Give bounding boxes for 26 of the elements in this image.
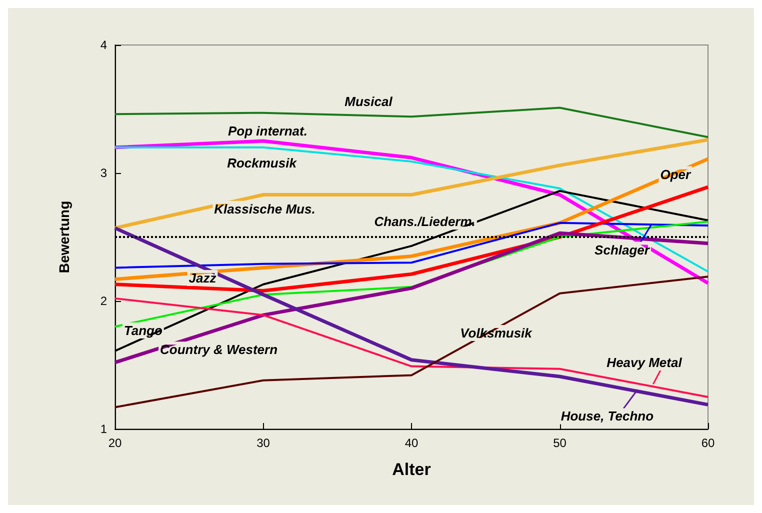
x-tick-label: 40 (404, 436, 418, 450)
x-tick-label: 20 (108, 436, 122, 450)
line-series (113, 138, 710, 230)
series-label: Jazz (188, 270, 217, 286)
series-label: Musical (344, 94, 393, 109)
y-tick-label: 2 (100, 294, 108, 308)
series-label: Klassische Mus. (214, 201, 316, 216)
line-series (114, 276, 709, 408)
series-label: Chans./Liederm. (374, 214, 476, 230)
x-tick-label: 60 (701, 436, 715, 450)
series-label: Rockmusik (227, 155, 298, 170)
line-series (114, 297, 709, 398)
y-tick-label: 1 (100, 422, 108, 436)
line-series (114, 106, 709, 138)
series-label: Pop internat. (228, 123, 308, 138)
y-tick-label: 3 (100, 166, 108, 180)
y-axis-title: Bewertung (56, 200, 72, 274)
x-axis-title: Alter (392, 460, 432, 479)
legend-label: House, Techno (560, 408, 654, 424)
x-tick-label: 50 (553, 436, 567, 450)
series-label: Heavy Metal (606, 354, 682, 370)
legend-label: Schlager (594, 242, 650, 258)
line-series (113, 226, 710, 406)
series-label: Country & Western (160, 342, 278, 358)
y-tick-label: 4 (100, 38, 108, 52)
x-tick-label: 30 (256, 436, 270, 450)
